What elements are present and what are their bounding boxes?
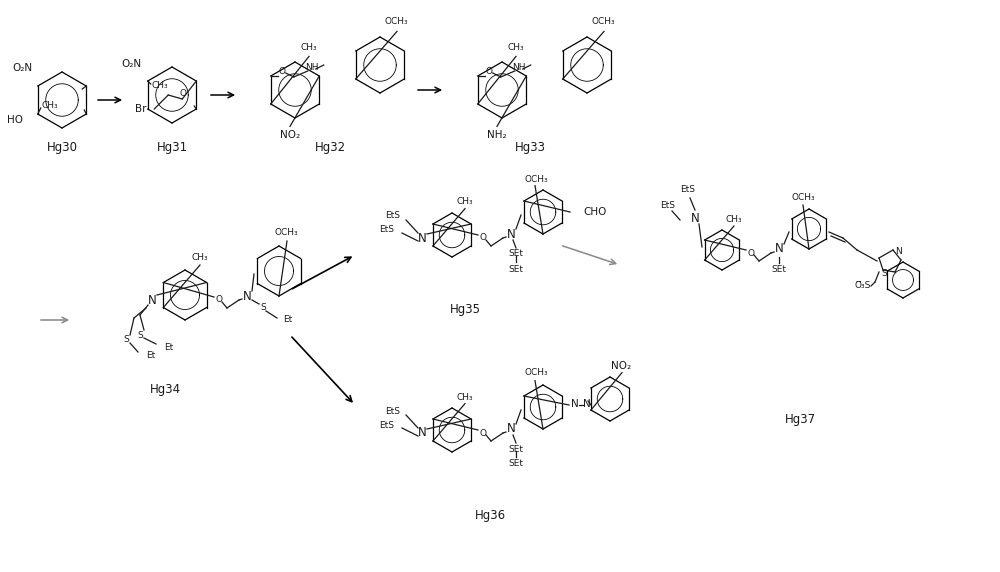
Text: O: O xyxy=(480,233,486,243)
Text: Et: Et xyxy=(283,316,292,324)
Text: NH₂: NH₂ xyxy=(487,130,507,140)
Text: Br: Br xyxy=(135,104,146,114)
Text: OCH₃: OCH₃ xyxy=(525,174,548,184)
Text: CH₃: CH₃ xyxy=(301,43,317,53)
Text: O: O xyxy=(216,296,222,304)
Text: CH₃: CH₃ xyxy=(42,101,58,110)
Text: Hg33: Hg33 xyxy=(514,141,546,154)
Text: SEt: SEt xyxy=(509,444,524,454)
Text: SEt: SEt xyxy=(509,264,524,273)
Text: N: N xyxy=(896,248,902,256)
Text: N: N xyxy=(583,399,591,409)
Text: S: S xyxy=(881,269,887,279)
Text: EtS: EtS xyxy=(379,225,394,235)
Text: O: O xyxy=(485,66,492,76)
Text: N: N xyxy=(775,243,783,256)
Text: HO: HO xyxy=(7,114,23,125)
Text: SEt: SEt xyxy=(509,249,524,259)
Text: CH₃: CH₃ xyxy=(152,81,168,89)
Text: OCH₃: OCH₃ xyxy=(525,368,548,378)
Text: Et: Et xyxy=(164,344,173,352)
Text: O: O xyxy=(180,89,187,98)
Text: EtS: EtS xyxy=(385,407,400,415)
Text: OCH₃: OCH₃ xyxy=(791,193,815,202)
Text: EtS: EtS xyxy=(660,201,675,209)
Text: N: N xyxy=(507,423,515,435)
Text: SEt: SEt xyxy=(509,459,524,468)
Text: OCH₃: OCH₃ xyxy=(385,17,409,26)
Text: SEt: SEt xyxy=(772,264,786,273)
Text: CHO: CHO xyxy=(583,207,606,217)
Text: S: S xyxy=(137,331,143,340)
Text: Hg31: Hg31 xyxy=(156,141,188,154)
Text: CH₃: CH₃ xyxy=(508,43,524,53)
Text: O₂N: O₂N xyxy=(12,63,33,73)
Text: N: N xyxy=(571,399,579,409)
Text: Hg36: Hg36 xyxy=(474,509,506,522)
Text: CH₃: CH₃ xyxy=(457,197,474,206)
Text: NH: NH xyxy=(512,62,526,72)
Text: Hg34: Hg34 xyxy=(149,383,181,396)
Text: Hg32: Hg32 xyxy=(314,141,346,154)
Text: N: N xyxy=(243,289,251,303)
Text: O: O xyxy=(748,248,755,257)
Text: NO₂: NO₂ xyxy=(611,361,631,371)
Text: N: N xyxy=(691,212,699,224)
Text: Hg35: Hg35 xyxy=(450,304,480,316)
Text: EtS: EtS xyxy=(680,185,695,194)
Text: CH₃: CH₃ xyxy=(726,216,742,224)
Text: O: O xyxy=(278,66,285,76)
Text: OCH₃: OCH₃ xyxy=(275,228,298,237)
Text: S: S xyxy=(123,336,129,344)
Text: EtS: EtS xyxy=(379,420,394,430)
Text: Hg30: Hg30 xyxy=(46,141,78,154)
Text: S: S xyxy=(260,304,266,312)
Text: NH: NH xyxy=(305,62,319,72)
Text: OCH₃: OCH₃ xyxy=(592,17,616,26)
Text: O₂N: O₂N xyxy=(121,59,141,69)
Text: N: N xyxy=(507,228,515,240)
Text: EtS: EtS xyxy=(385,212,400,220)
Text: O̅₃S: O̅₃S xyxy=(855,281,871,291)
Text: N: N xyxy=(418,232,426,244)
Text: CH₃: CH₃ xyxy=(457,392,474,402)
Text: CH₃: CH₃ xyxy=(192,253,208,262)
Text: O: O xyxy=(480,428,486,438)
Text: N: N xyxy=(418,427,426,439)
Text: Et: Et xyxy=(146,352,155,360)
Text: N: N xyxy=(148,293,156,307)
Text: NO₂: NO₂ xyxy=(280,130,300,140)
Text: Hg37: Hg37 xyxy=(784,414,816,427)
